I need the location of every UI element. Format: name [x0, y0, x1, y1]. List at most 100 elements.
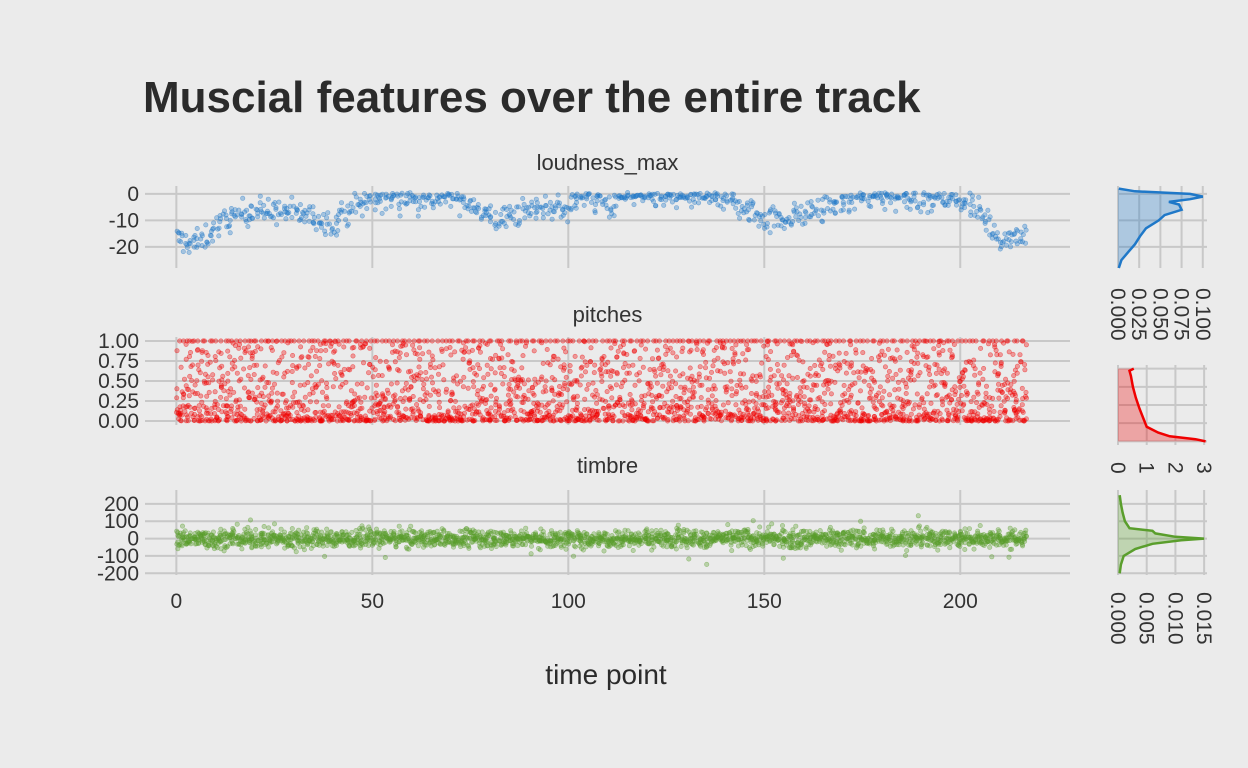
data-point: [189, 378, 195, 384]
data-point: [179, 233, 185, 239]
data-point: [592, 210, 598, 216]
data-point: [597, 367, 603, 373]
data-point: [488, 405, 494, 411]
data-point: [324, 396, 330, 402]
data-point: [470, 365, 476, 371]
data-point: [915, 418, 921, 424]
data-point: [387, 413, 393, 419]
data-point: [696, 371, 702, 377]
density-area: [1118, 188, 1203, 268]
data-point: [677, 396, 683, 402]
data-point: [830, 206, 836, 212]
data-point: [491, 536, 497, 542]
data-point: [403, 201, 409, 207]
data-point: [959, 408, 965, 414]
data-point: [997, 352, 1003, 358]
data-point: [982, 220, 988, 226]
data-point: [174, 228, 180, 234]
data-point: [814, 382, 820, 388]
data-point: [218, 394, 224, 400]
data-point: [403, 342, 409, 348]
data-point: [816, 357, 822, 363]
data-point: [217, 417, 223, 423]
data-point: [507, 415, 513, 421]
data-point: [317, 363, 323, 369]
data-point: [879, 201, 885, 207]
data-point: [764, 220, 770, 226]
data-point: [436, 399, 442, 405]
data-point: [199, 399, 205, 405]
data-point: [1008, 239, 1014, 245]
data-point: [725, 360, 731, 366]
data-point: [460, 200, 466, 206]
data-point: [802, 214, 808, 220]
data-point: [421, 381, 427, 387]
data-point: [596, 543, 602, 549]
data-point: [640, 338, 646, 344]
data-point: [223, 396, 229, 402]
panel-title: pitches: [573, 302, 643, 327]
data-point: [272, 409, 278, 415]
data-point: [192, 406, 198, 412]
data-point: [419, 528, 425, 534]
data-point: [691, 534, 697, 540]
data-point: [868, 204, 874, 210]
data-point: [227, 392, 233, 398]
data-point: [269, 385, 275, 391]
data-point: [273, 338, 279, 344]
data-point: [892, 387, 898, 393]
data-point: [804, 385, 810, 391]
data-point: [638, 192, 644, 198]
data-point: [289, 380, 295, 386]
data-point: [891, 338, 897, 344]
data-point: [763, 416, 769, 422]
data-point: [683, 410, 689, 416]
data-point: [420, 351, 426, 357]
data-point: [805, 371, 811, 377]
data-point: [746, 347, 752, 353]
data-point: [993, 338, 999, 344]
data-point: [251, 362, 257, 368]
data-point: [899, 404, 905, 410]
data-point: [274, 222, 280, 228]
data-point: [247, 395, 253, 401]
data-point: [934, 392, 940, 398]
data-point: [914, 341, 920, 347]
data-point: [729, 548, 735, 554]
data-point: [332, 370, 338, 376]
data-point: [687, 365, 693, 371]
data-point: [295, 399, 301, 405]
density-x-tick-label: 0: [1106, 462, 1129, 474]
y-tick-label: -20: [109, 236, 139, 259]
data-point: [359, 523, 365, 529]
panel-loudness_max: loudness_max0-10-200.0000.0250.0500.0750…: [109, 150, 1214, 341]
data-point: [577, 382, 583, 388]
data-point: [824, 416, 830, 422]
data-point: [549, 387, 555, 393]
data-point: [337, 384, 343, 390]
data-point: [888, 200, 894, 206]
data-point: [428, 374, 434, 380]
data-point: [406, 416, 412, 422]
data-point: [522, 215, 528, 221]
data-point: [924, 391, 930, 397]
data-point: [540, 211, 546, 217]
data-point: [586, 191, 592, 197]
data-point: [939, 417, 945, 423]
data-point: [685, 418, 691, 424]
data-point: [840, 417, 846, 423]
data-point: [1021, 417, 1027, 423]
data-point: [370, 541, 376, 547]
data-point: [997, 388, 1003, 394]
data-point: [871, 403, 877, 409]
data-point: [599, 378, 605, 384]
data-point: [649, 356, 655, 362]
data-point: [299, 354, 305, 360]
data-point: [555, 356, 561, 362]
data-point: [422, 392, 428, 398]
data-point: [273, 205, 279, 211]
data-point: [371, 417, 377, 423]
data-point: [686, 556, 692, 562]
data-point: [255, 214, 261, 220]
data-point: [206, 389, 212, 395]
